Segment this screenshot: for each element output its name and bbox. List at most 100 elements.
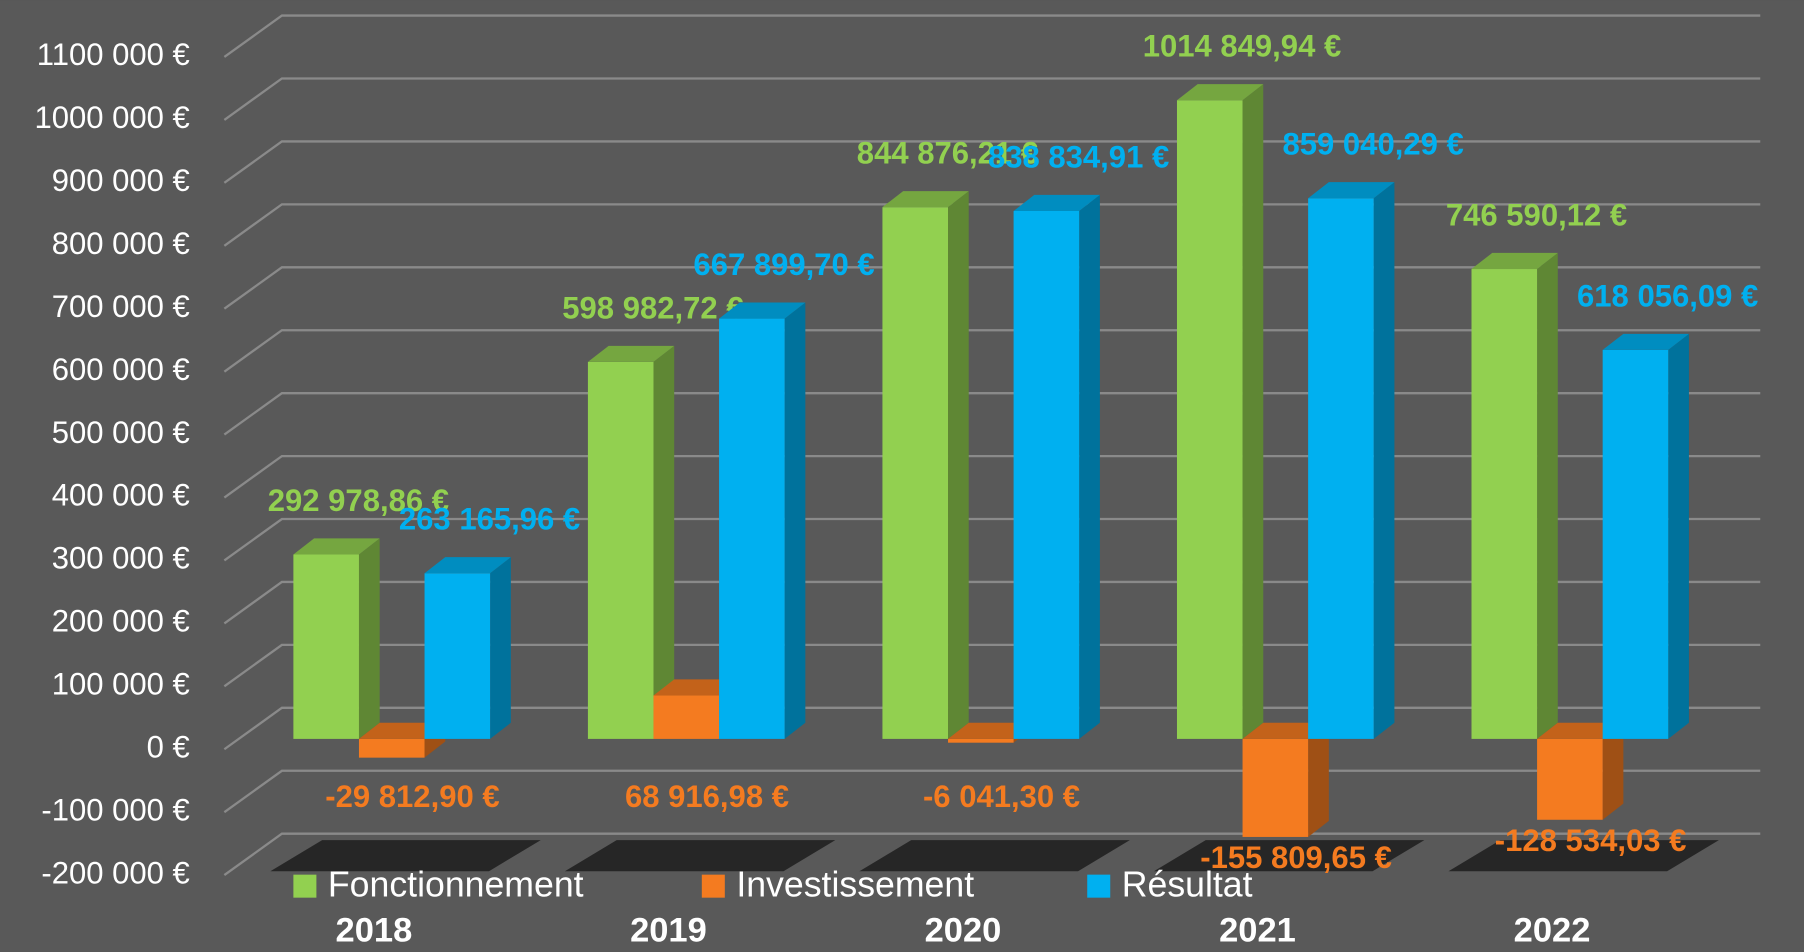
bar-top: [653, 679, 740, 696]
value-label: -29 812,90 €: [325, 779, 499, 814]
grid-line: [223, 14, 1761, 58]
y-tick-label: 700 000 €: [52, 289, 190, 324]
value-label: -155 809,65 €: [1200, 840, 1392, 875]
floor-shadow: [270, 840, 541, 872]
bar: [1308, 198, 1374, 739]
bar-top: [1176, 84, 1264, 101]
bar: [1602, 349, 1669, 739]
legend-label: Fonctionnement: [328, 865, 584, 905]
bar-side: [1373, 182, 1395, 739]
bar-top: [358, 722, 446, 739]
value-label: 838 834,91 €: [988, 139, 1169, 174]
bar-top: [1602, 333, 1689, 350]
value-label: 1014 849,94 €: [1143, 29, 1342, 64]
y-tick-label: 300 000 €: [52, 541, 190, 576]
x-tick-label: 2018: [336, 911, 413, 949]
y-tick-label: 1000 000 €: [34, 100, 189, 135]
bar-side: [1602, 722, 1624, 820]
bar-side: [1308, 722, 1329, 837]
bar-side: [948, 191, 969, 739]
bar-top: [1471, 252, 1558, 270]
y-tick-label: -100 000 €: [41, 792, 189, 827]
bar: [948, 738, 1014, 743]
bar: [358, 738, 425, 758]
y-tick-label: 100 000 €: [52, 667, 190, 702]
bar-top: [1242, 722, 1329, 739]
grid-line: [223, 392, 1761, 436]
y-tick-label: 1100 000 €: [37, 37, 190, 72]
bar-side: [784, 302, 806, 739]
floor-shadow: [859, 840, 1130, 872]
bar-top: [293, 538, 380, 555]
grid-line: [223, 580, 1761, 625]
grid-line: [223, 517, 1761, 562]
value-label: 667 899,70 €: [693, 247, 874, 282]
bar-top: [1013, 194, 1100, 211]
bar-top: [719, 302, 806, 319]
value-label: -6 041,30 €: [923, 779, 1080, 814]
floor-shadow: [1153, 840, 1425, 872]
value-label: 844 876,21 €: [857, 136, 1038, 171]
y-tick-label: 400 000 €: [52, 478, 190, 513]
bar-side: [1668, 333, 1689, 739]
value-label: 598 982,72 €: [562, 290, 743, 325]
value-label: -128 534,03 €: [1495, 823, 1687, 858]
bar: [424, 573, 491, 739]
y-tick-label: 900 000 €: [52, 163, 190, 198]
bar-side: [358, 538, 380, 739]
value-label: 263 165,96 €: [399, 502, 580, 537]
grid-line: [223, 643, 1761, 688]
bar-side: [1537, 252, 1558, 739]
bar: [1176, 100, 1243, 739]
grid-line: [223, 454, 1761, 499]
bar: [587, 361, 654, 739]
bar-side: [490, 557, 511, 739]
bar: [1471, 269, 1538, 739]
grid-line: [223, 140, 1761, 184]
bar-top: [882, 191, 969, 208]
grid-line: [223, 77, 1761, 121]
value-label: 859 040,29 €: [1282, 127, 1463, 162]
bar: [653, 695, 720, 739]
bar: [293, 554, 359, 739]
bar-top: [948, 722, 1035, 739]
x-tick-label: 2020: [925, 911, 1002, 949]
bar: [1242, 738, 1309, 837]
y-tick-label: 0 €: [147, 729, 190, 764]
y-tick-label: 600 000 €: [52, 352, 190, 387]
bar: [1537, 738, 1603, 820]
bar-side: [1242, 84, 1264, 739]
bar-side: [1079, 194, 1100, 739]
bar: [1013, 210, 1080, 739]
floor-shadow: [564, 840, 836, 872]
grid-line: [223, 329, 1761, 373]
value-label: 292 978,86 €: [268, 483, 449, 518]
y-tick-label: 200 000 €: [52, 604, 190, 639]
bar-side: [653, 345, 675, 739]
y-tick-label: -200 000 €: [41, 855, 189, 890]
grid-line: [223, 266, 1761, 310]
bar-top: [587, 345, 675, 362]
x-tick-label: 2021: [1219, 911, 1296, 949]
legend-swatch: [701, 874, 725, 898]
grid-line: [223, 706, 1761, 751]
bar-top: [1308, 182, 1395, 199]
bar: [719, 318, 785, 739]
x-tick-label: 2019: [630, 911, 707, 949]
grid-line: [223, 203, 1761, 247]
bar-top: [1537, 722, 1624, 739]
legend-label: Investissement: [736, 865, 974, 905]
value-label: 618 056,09 €: [1577, 278, 1758, 313]
bar-top: [424, 557, 511, 574]
y-tick-label: 800 000 €: [52, 226, 190, 261]
floor-shadow: [1448, 840, 1719, 872]
value-label: 746 590,12 €: [1446, 197, 1627, 232]
legend-label: Résultat: [1122, 865, 1253, 905]
value-label: 68 916,98 €: [625, 779, 789, 814]
legend-swatch: [1087, 874, 1111, 898]
y-tick-label: 500 000 €: [52, 415, 190, 450]
bar: [882, 207, 949, 739]
x-tick-label: 2022: [1514, 911, 1591, 949]
legend-swatch: [293, 874, 317, 898]
